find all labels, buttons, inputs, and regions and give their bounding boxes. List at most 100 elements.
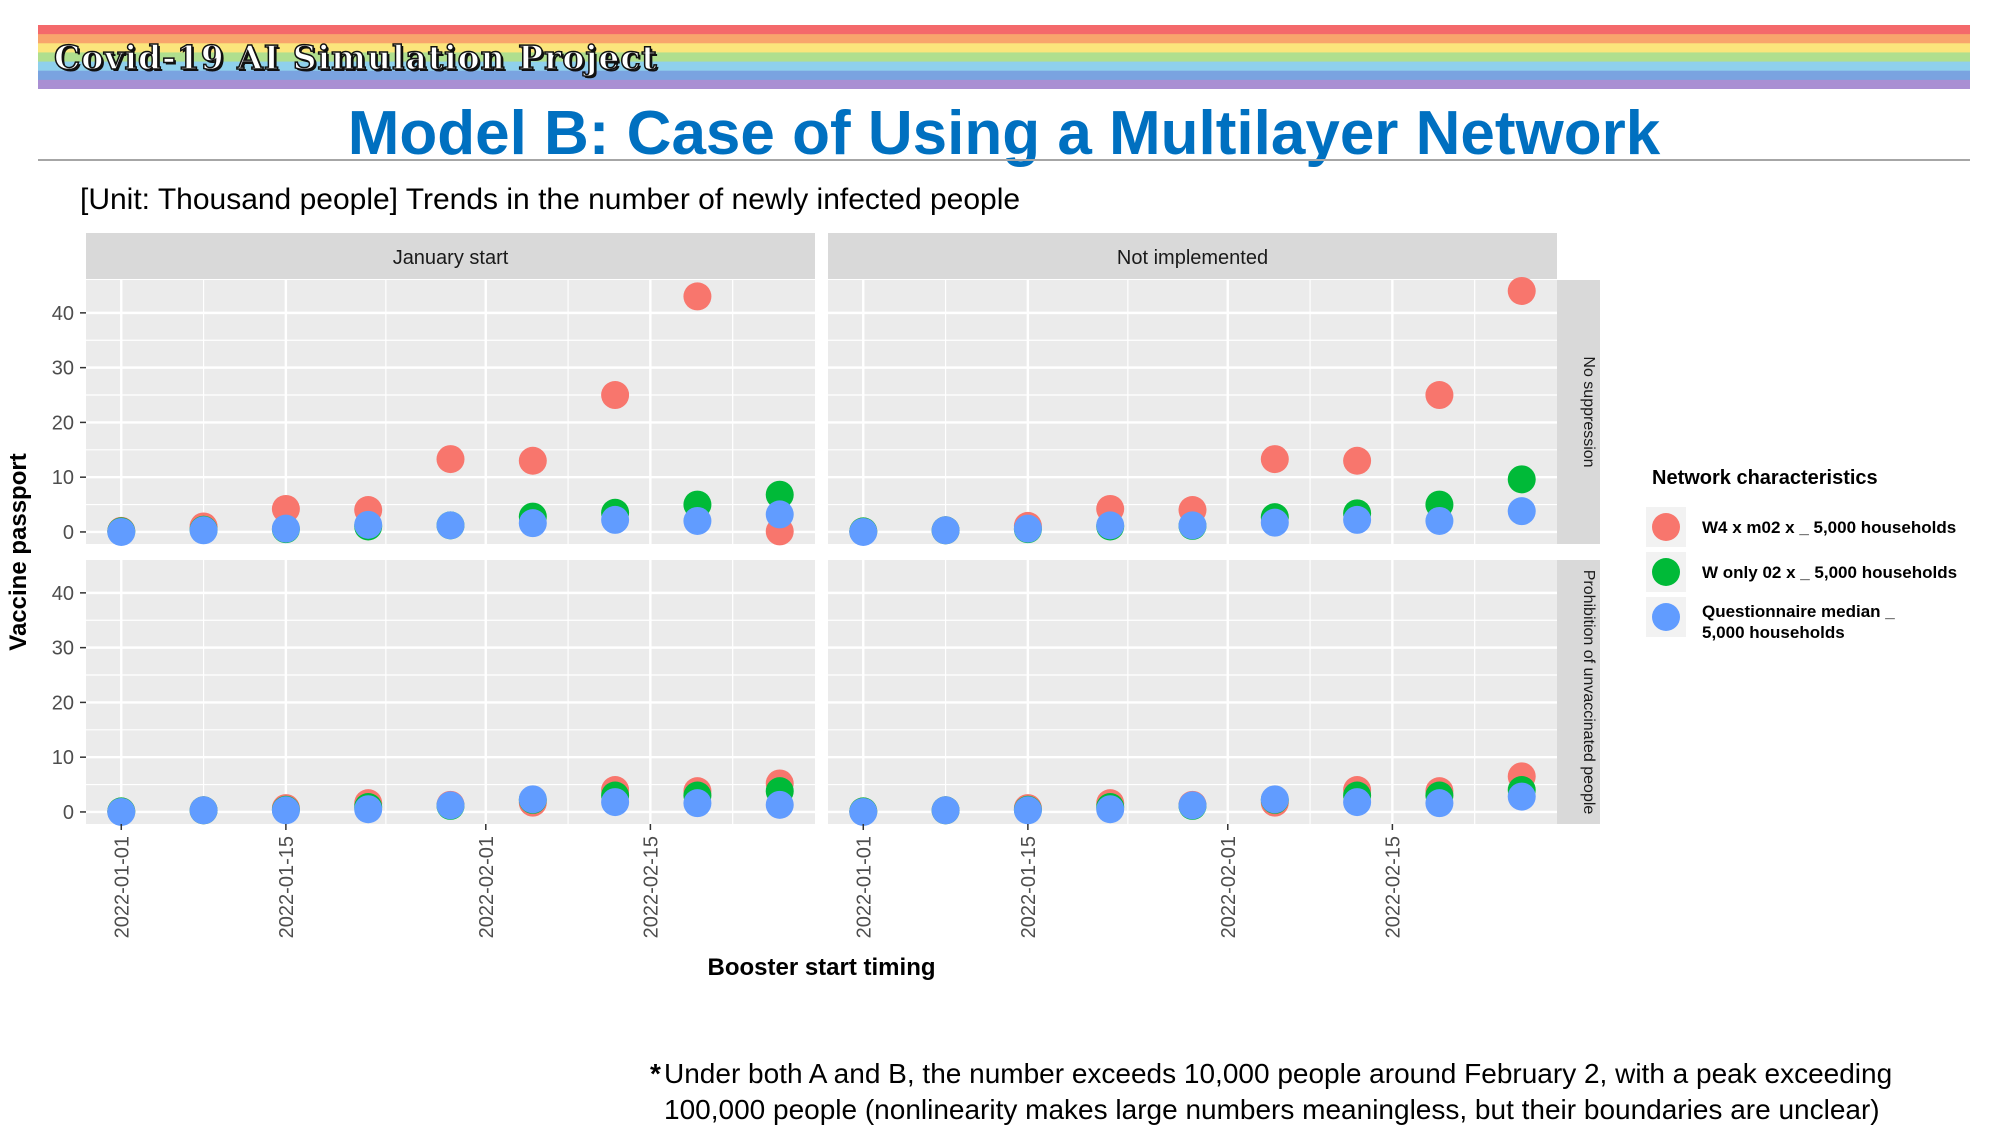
data-point [436, 445, 465, 474]
legend-label: W4 x m02 x _ 5,000 households [1702, 518, 1956, 537]
data-point [1507, 782, 1536, 811]
data-point [601, 788, 630, 817]
data-point [1260, 445, 1289, 474]
footnote: * Under both A and B, the number exceeds … [650, 1056, 1892, 1128]
data-point [436, 791, 465, 820]
legend-label: W only 02 x _ 5,000 households [1702, 563, 1957, 582]
data-point [518, 785, 547, 814]
data-point [436, 511, 465, 540]
data-point [189, 516, 218, 545]
data-point [849, 517, 878, 546]
data-point [1507, 465, 1536, 494]
data-point [601, 505, 630, 534]
x-tick-label: 2022-02-01 [476, 836, 498, 938]
facet-column-label: Not implemented [1117, 247, 1268, 269]
x-axis-title: Booster start timing [707, 954, 935, 981]
data-point [1096, 511, 1125, 540]
y-tick-label: 10 [52, 747, 74, 769]
data-point [1425, 381, 1454, 410]
x-tick-label: 2022-01-01 [111, 836, 133, 938]
rainbow-stripe [38, 34, 1970, 44]
facet-strip [828, 233, 1557, 279]
y-tick-label: 30 [52, 638, 74, 660]
title-divider [38, 159, 1970, 161]
x-tick-label: 2022-01-15 [276, 836, 298, 938]
legend-key-dot [1652, 513, 1680, 541]
footnote-line-2: 100,000 people (nonlinearity makes large… [664, 1094, 1880, 1125]
y-axis-title: Vaccine passport [5, 453, 32, 650]
y-tick-label: 10 [52, 467, 74, 489]
x-tick-label: 2022-02-15 [640, 836, 662, 938]
rainbow-banner [38, 25, 1970, 89]
data-point [683, 506, 712, 535]
chart-subtitle: [Unit: Thousand people] Trends in the nu… [80, 183, 1021, 216]
facet-row-label: No suppression [1580, 356, 1597, 467]
data-point [1013, 796, 1042, 825]
legend-label: Questionnaire median _ [1702, 602, 1895, 621]
data-point [1343, 446, 1372, 475]
y-tick-label: 20 [52, 692, 74, 714]
data-point [601, 381, 630, 410]
data-point [271, 494, 300, 523]
x-tick-label: 2022-02-15 [1382, 836, 1404, 938]
data-point [849, 797, 878, 826]
data-point [1096, 795, 1125, 824]
data-point [1507, 276, 1536, 305]
data-point [354, 510, 383, 539]
data-point [1260, 508, 1289, 537]
y-tick-label: 40 [52, 583, 74, 605]
data-point [354, 795, 383, 824]
y-tick-label: 30 [52, 358, 74, 380]
rainbow-stripe [38, 52, 1970, 63]
y-tick-label: 40 [52, 303, 74, 325]
facet-strip [86, 233, 815, 279]
data-point [683, 789, 712, 818]
data-point [1178, 511, 1207, 540]
legend-label: 5,000 households [1702, 623, 1845, 642]
data-point [518, 446, 547, 475]
data-point [189, 796, 218, 825]
facet-row-label: Prohibition of unvaccinated people [1580, 570, 1597, 815]
y-tick-label: 0 [63, 802, 74, 824]
x-tick-label: 2022-01-01 [853, 836, 875, 938]
data-point [1507, 497, 1536, 526]
rainbow-stripe [38, 25, 1970, 35]
data-point [107, 797, 136, 826]
data-point [765, 500, 794, 529]
data-point [1343, 788, 1372, 817]
data-point [1425, 506, 1454, 535]
legend-key-dot [1652, 558, 1680, 586]
footnote-mark: * [650, 1058, 661, 1089]
rainbow-stripe [38, 79, 1970, 89]
facet-strip [1556, 280, 1600, 544]
page-title: Model B: Case of Using a Multilayer Netw… [347, 99, 1661, 168]
y-tick-label: 0 [63, 522, 74, 544]
y-tick-label: 20 [52, 412, 74, 434]
legend-title: Network characteristics [1652, 467, 1878, 489]
data-point [1013, 514, 1042, 543]
facet-strip [1556, 560, 1600, 824]
rainbow-stripe [38, 43, 1970, 53]
x-tick-label: 2022-01-15 [1018, 836, 1040, 938]
facet-column-label: January start [393, 247, 509, 269]
data-point [1178, 791, 1207, 820]
project-title: Covid-19 AI Simulation Project [53, 37, 658, 78]
data-point [518, 509, 547, 538]
x-tick-label: 2022-02-01 [1218, 836, 1240, 938]
legend-key-dot [1652, 603, 1680, 631]
data-point [765, 480, 794, 509]
data-point [107, 517, 136, 546]
data-point [1343, 505, 1372, 534]
data-point [1425, 789, 1454, 818]
rainbow-stripe [38, 61, 1970, 72]
data-point [765, 790, 794, 819]
rainbow-stripe [38, 70, 1970, 81]
data-point [271, 796, 300, 825]
data-point [1260, 785, 1289, 814]
data-point [931, 516, 960, 545]
data-point [271, 514, 300, 543]
data-point [683, 282, 712, 311]
footnote-line-1: Under both A and B, the number exceeds 1… [664, 1058, 1893, 1089]
data-point [931, 796, 960, 825]
